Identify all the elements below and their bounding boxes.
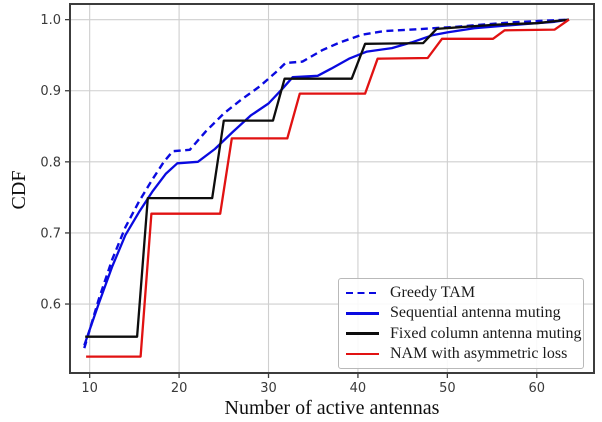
x-tick-label: 40 <box>350 381 367 396</box>
grid-layer <box>70 4 594 373</box>
legend-sample-sequential-antenna-muting <box>346 312 379 315</box>
y-tick-label: 0.6 <box>40 298 61 313</box>
y-tick-label: 0.9 <box>40 84 61 99</box>
series-line-nam-with-asymmetric-loss <box>86 18 570 358</box>
legend-label: NAM with asymmetric loss <box>390 344 568 362</box>
y-tick-label: 0.8 <box>40 155 61 170</box>
series-line-sequential-antenna-muting <box>83 18 570 346</box>
y-tick-label: 0.7 <box>40 226 61 241</box>
legend-item-greedy-tam: Greedy TAM <box>346 283 575 303</box>
legend-item-fixed-column-antenna-muting: Fixed column antenna muting <box>346 324 582 344</box>
legend-item-sequential-antenna-muting: Sequential antenna muting <box>346 303 575 323</box>
x-axis-label: Number of active antennas <box>225 397 440 419</box>
x-tick-label: 10 <box>81 381 98 396</box>
legend-sample-nam-with-asymmetric-loss <box>346 352 379 356</box>
legend-sample-fixed-column-antenna-muting <box>346 332 379 335</box>
x-tick-label: 30 <box>260 381 277 396</box>
legend-label: Fixed column antenna muting <box>390 324 582 342</box>
series-layer <box>83 18 570 358</box>
legend-sample-greedy-tam <box>346 291 379 295</box>
x-tick-label: 20 <box>171 381 188 396</box>
legend-label: Greedy TAM <box>390 284 476 301</box>
legend-item-nam-with-asymmetric-loss: NAM with asymmetric loss <box>346 344 575 364</box>
y-axis-label: CDF <box>8 171 30 210</box>
x-tick-label: 60 <box>528 381 545 396</box>
tick-label-layer: 10 20 30 40 50 60 0.6 0.7 0.8 0.9 1.0 <box>40 13 545 396</box>
axes-frame <box>69 3 595 374</box>
legend-label: Sequential antenna muting <box>390 304 561 322</box>
y-tick-label: 1.0 <box>40 13 61 28</box>
axes-layer <box>65 3 595 378</box>
series-line-fixed-column-antenna-muting <box>85 18 570 338</box>
x-tick-label: 50 <box>439 381 456 396</box>
legend: Greedy TAM Sequential antenna muting Fixed… <box>338 278 584 369</box>
